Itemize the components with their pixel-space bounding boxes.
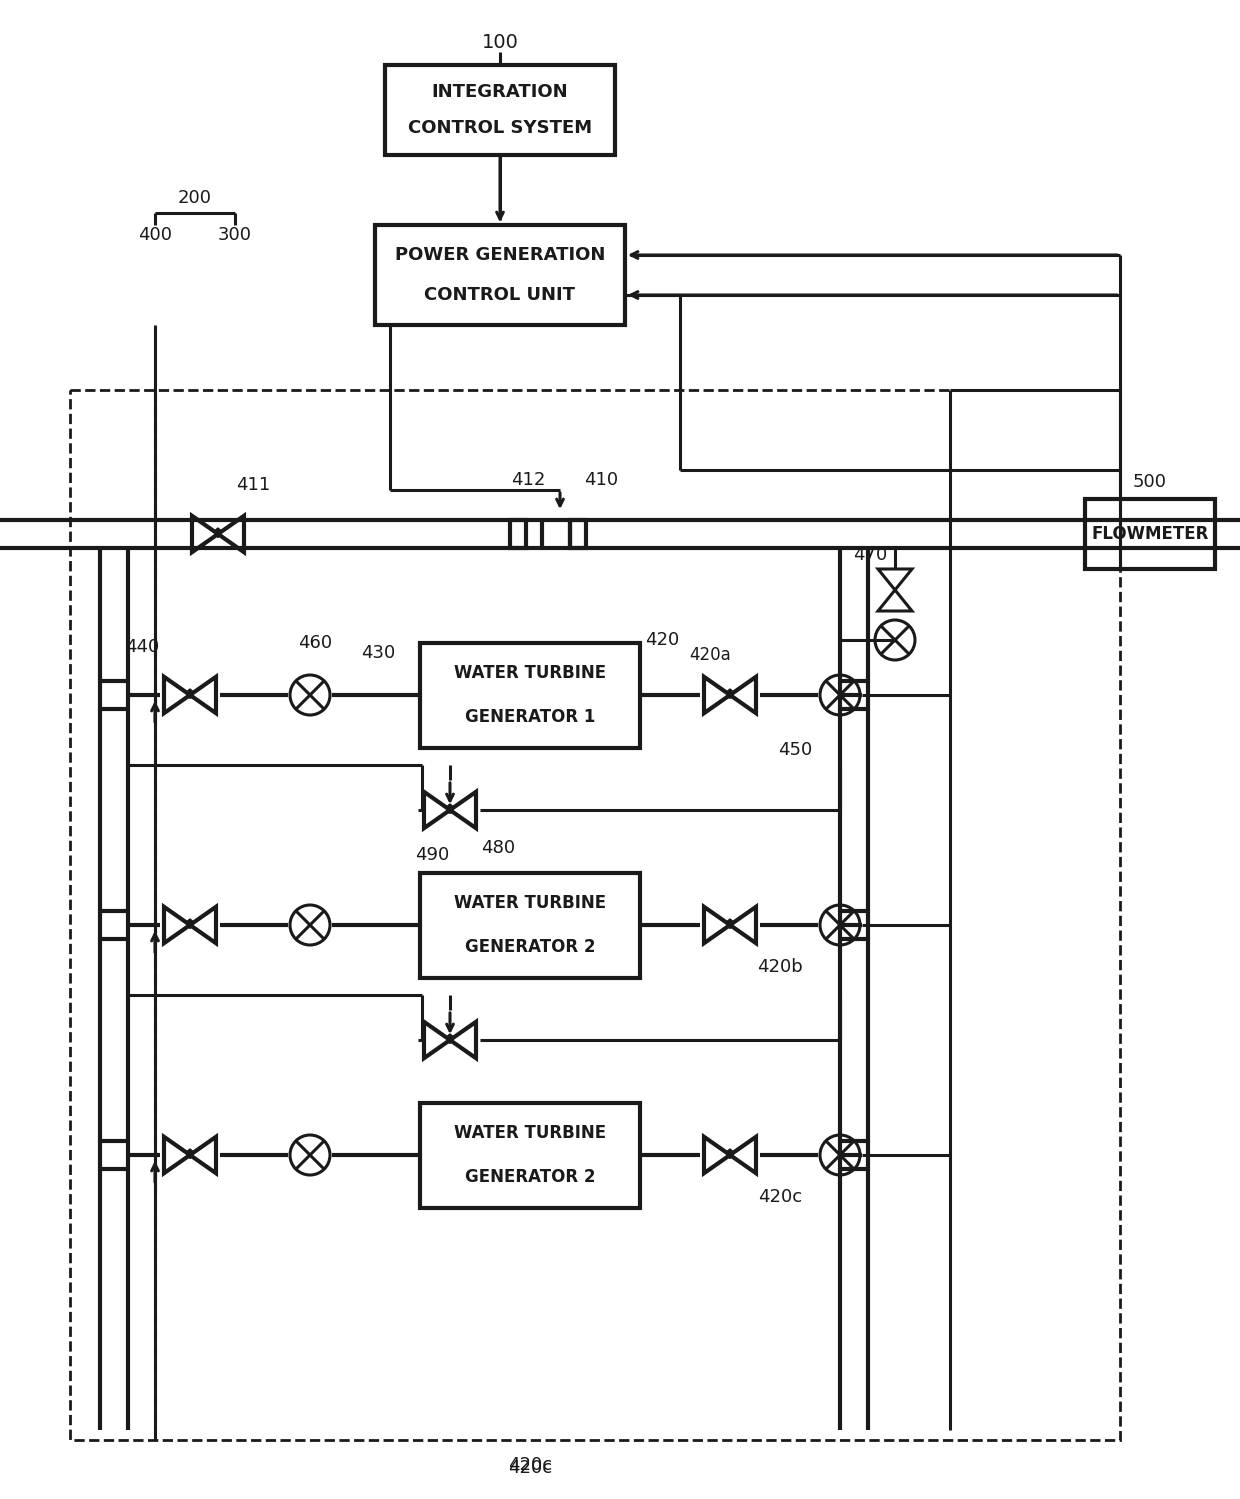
Text: GENERATOR 2: GENERATOR 2	[465, 938, 595, 956]
Bar	[510, 520, 526, 549]
Text: 490: 490	[415, 845, 449, 863]
Text: 420b: 420b	[758, 958, 802, 976]
Text: 500: 500	[1133, 474, 1167, 492]
Text: 450: 450	[777, 741, 812, 758]
Bar	[420, 1103, 640, 1208]
Text: 460: 460	[298, 634, 332, 652]
Text: 200: 200	[179, 189, 212, 207]
Text: 440: 440	[125, 639, 159, 657]
Text: 412: 412	[511, 471, 546, 489]
Text: 430: 430	[361, 645, 396, 663]
Text: 410: 410	[584, 471, 618, 489]
Text: WATER TURBINE: WATER TURBINE	[454, 893, 606, 911]
Text: 420c: 420c	[508, 1456, 552, 1474]
Bar	[374, 225, 625, 325]
Text: 470: 470	[853, 546, 887, 564]
Bar	[1085, 499, 1215, 570]
Text: GENERATOR 2: GENERATOR 2	[465, 1168, 595, 1186]
Text: 300: 300	[218, 226, 252, 244]
Text: 480: 480	[481, 839, 515, 857]
Text: WATER TURBINE: WATER TURBINE	[454, 1124, 606, 1142]
Text: GENERATOR 1: GENERATOR 1	[465, 708, 595, 726]
Text: 420a: 420a	[689, 646, 730, 664]
Text: 420: 420	[645, 631, 680, 649]
Text: FLOWMETER: FLOWMETER	[1091, 525, 1209, 543]
Text: 420c: 420c	[758, 1189, 802, 1207]
Bar	[570, 520, 587, 549]
Text: WATER TURBINE: WATER TURBINE	[454, 664, 606, 682]
Text: 100: 100	[481, 33, 518, 51]
Text: CONTROL UNIT: CONTROL UNIT	[424, 286, 575, 304]
Text: 420c: 420c	[508, 1459, 552, 1477]
Bar	[420, 643, 640, 748]
Text: POWER GENERATION: POWER GENERATION	[394, 246, 605, 264]
Text: INTEGRATION: INTEGRATION	[432, 82, 568, 100]
Bar	[420, 872, 640, 977]
Text: 411: 411	[236, 477, 270, 495]
Bar	[384, 64, 615, 154]
Text: CONTROL SYSTEM: CONTROL SYSTEM	[408, 118, 591, 136]
Text: 400: 400	[138, 226, 172, 244]
Bar	[69, 390, 1120, 1441]
